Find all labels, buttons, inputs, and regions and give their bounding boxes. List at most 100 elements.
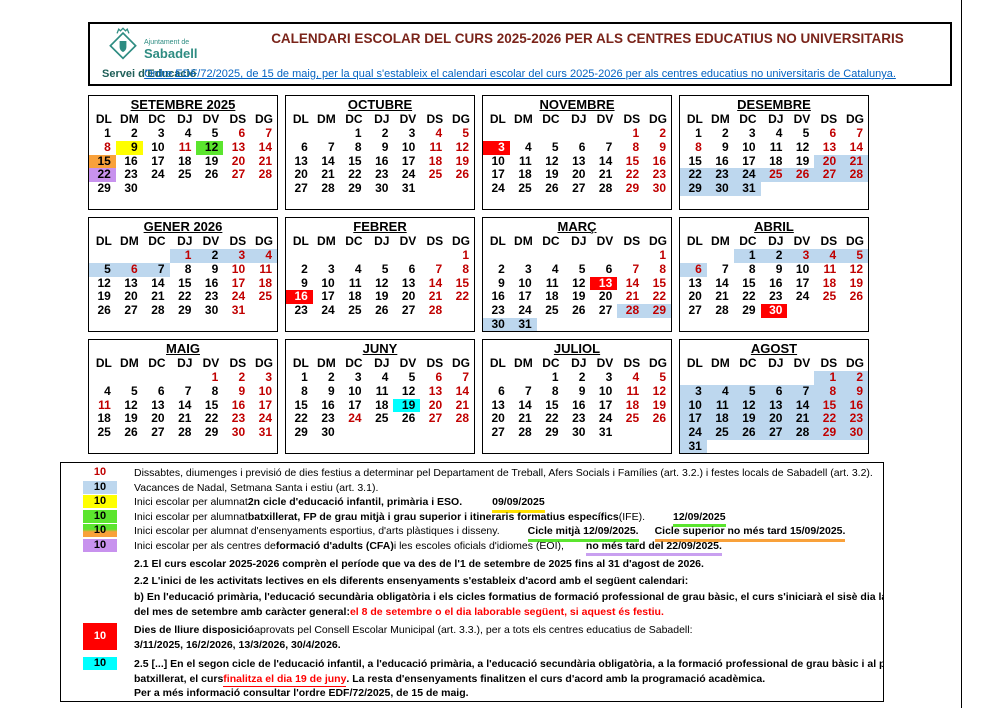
day-cell: 4 [814, 248, 842, 263]
day-cell: 24 [518, 303, 532, 318]
day-cell: 17 [258, 397, 272, 412]
day-cell: 19 [204, 153, 219, 168]
weekday-header: DV [793, 234, 811, 248]
day-cell: 14 [715, 275, 729, 290]
ordre-link[interactable]: Ordre EDF/72/2025, de 15 de maig, per la… [144, 68, 896, 80]
weekday-header: DJ [768, 356, 784, 370]
day-cell: 16 [491, 289, 505, 304]
legend-segment: Dies de lliure disposició [134, 624, 255, 636]
legend-row: 10 Vacances de Nadal, Setmana Santa i est… [61, 480, 883, 496]
day-cell [367, 249, 394, 263]
month-grid: DL DM DC DJ DV DS DG 1 2 3 4 5 6 7 8 9 10 11 12 13 14 15 16 17 1… [89, 112, 277, 196]
day-cell: 16 [231, 397, 246, 412]
day-cell: 28 [178, 425, 192, 440]
day-cell [483, 249, 510, 263]
weekday-header: DG [649, 356, 667, 370]
day-cell: 12 [401, 383, 416, 398]
day-cell: 21 [715, 289, 729, 304]
day-cell: 23 [294, 303, 308, 318]
day-cell: 4 [354, 261, 362, 276]
legend-line: Dies de lliure disposició aprovats pel C… [134, 623, 693, 638]
day-cell: 2 [131, 126, 138, 140]
day-cell: 1 [354, 126, 362, 140]
day-cell: 18 [97, 411, 111, 426]
day-cell [841, 440, 868, 453]
legend-swatch: 10 [83, 623, 117, 650]
day-cell: 7 [525, 383, 532, 398]
day-cell: 6 [238, 126, 246, 140]
weekday-header: DV [202, 112, 220, 126]
day-cell: 4 [525, 139, 532, 154]
month-grid: DL DM DC DJ DV DS DG 1 2 3 4 5 6 7 8 9 10 11 12 13 14 15 16 17 1… [286, 112, 474, 196]
day-cell: 29 [742, 303, 756, 318]
weekday-header: DJ [177, 356, 193, 370]
weekday-header: DC [148, 356, 166, 370]
day-cell: 1 [814, 370, 842, 385]
day-cell: 3 [265, 370, 272, 384]
day-cell: 10 [518, 275, 532, 290]
day-cell: 11 [429, 139, 443, 154]
day-cell [841, 304, 868, 318]
day-cell: 24 [680, 425, 707, 440]
day-cell: 1 [551, 370, 559, 384]
day-cell: 26 [652, 411, 666, 426]
weekday-header: DM [120, 112, 139, 126]
weekday-header: DS [623, 112, 641, 126]
day-cell: 25 [178, 167, 192, 182]
day-cell: 27 [151, 425, 165, 440]
month-agost: AGOST DL DM DC DJ DV DS DG 1 2 3 4 5 6 7 8 9 10 11 12 13 14 15… [679, 339, 869, 454]
day-cell [734, 371, 761, 385]
day-cell: 1 [632, 126, 640, 140]
legend-segment: 09/09/2025 [492, 495, 545, 513]
legend-row: b) En l'educació primària, l'educació se… [61, 590, 883, 619]
legend-segment: Cicle superior no més tard 15/09/2025. [654, 524, 846, 542]
day-cell: 12 [124, 397, 138, 412]
day-cell: 26 [572, 303, 586, 318]
weekday-header: DM [317, 356, 336, 370]
day-cell: 3 [525, 261, 532, 276]
day-cell: 19 [572, 289, 586, 304]
page-title: CALENDARI ESCOLAR DEL CURS 2025-2026 PER… [271, 31, 904, 46]
day-cell [537, 249, 564, 263]
day-cell: 16 [572, 397, 586, 412]
day-cell: 29 [204, 425, 219, 440]
day-cell: 19 [849, 275, 863, 290]
day-cell: 25 [97, 425, 111, 440]
weekday-header: DV [399, 356, 417, 370]
sabadell-logo: Ajuntament de Sabadell [106, 26, 197, 73]
day-cell: 19 [733, 412, 761, 427]
weekday-header: DS [426, 234, 444, 248]
weekday-header: DJ [571, 234, 587, 248]
day-cell [143, 249, 170, 263]
weekday-header: DL [686, 356, 703, 370]
legend-segment: 3/11/2025, 16/2/2026, 13/3/2026, 30/4/20… [134, 638, 341, 651]
legend-text: Dies de lliure disposició aprovats pel C… [134, 623, 693, 652]
day-cell: 21 [518, 411, 532, 426]
day-cell: 26 [124, 425, 138, 440]
day-cell: 25 [760, 168, 788, 183]
month-title: DESEMBRE [737, 97, 811, 112]
month-desembre: DESEMBRE DL DM DC DJ DV DS DG 1 2 3 4 5 6 7 8 9 10 11 12 13 1… [679, 95, 869, 210]
day-cell [420, 249, 447, 263]
legend-segment: Inici escolar per alumnat [134, 496, 248, 508]
weekday-header: DG [452, 112, 470, 126]
day-cell: 30 [231, 425, 246, 440]
day-cell: 16 [286, 290, 313, 305]
legend-text: 2.1 El curs escolar 2025-2026 comprèn el… [134, 557, 704, 572]
day-cell: 4 [250, 248, 277, 263]
day-cell: 26 [733, 425, 761, 440]
month-octubre: OCTUBRE DL DM DC DJ DV DS DG 1 2 3 4 5 6 7 8 9 10 11 12 13 14… [285, 95, 475, 210]
day-cell: 2 [381, 126, 389, 140]
day-cell: 17 [491, 167, 505, 182]
day-cell: 13 [151, 397, 165, 412]
day-cell: 18 [428, 153, 443, 168]
day-cell: 9 [238, 383, 246, 398]
weekday-header: DS [229, 112, 247, 126]
day-cell: 8 [814, 384, 842, 399]
weekday-header: DC [148, 234, 166, 248]
month-marc: MARÇ DL DM DC DJ DV DS DG 1 2 3 4 5 6 7 8 9 10 11 12 13 14 15 1… [482, 217, 672, 332]
day-cell: 3 [787, 248, 815, 263]
day-cell [143, 182, 170, 196]
weekday-header: DV [399, 234, 417, 248]
weekday-header: DC [739, 356, 757, 370]
